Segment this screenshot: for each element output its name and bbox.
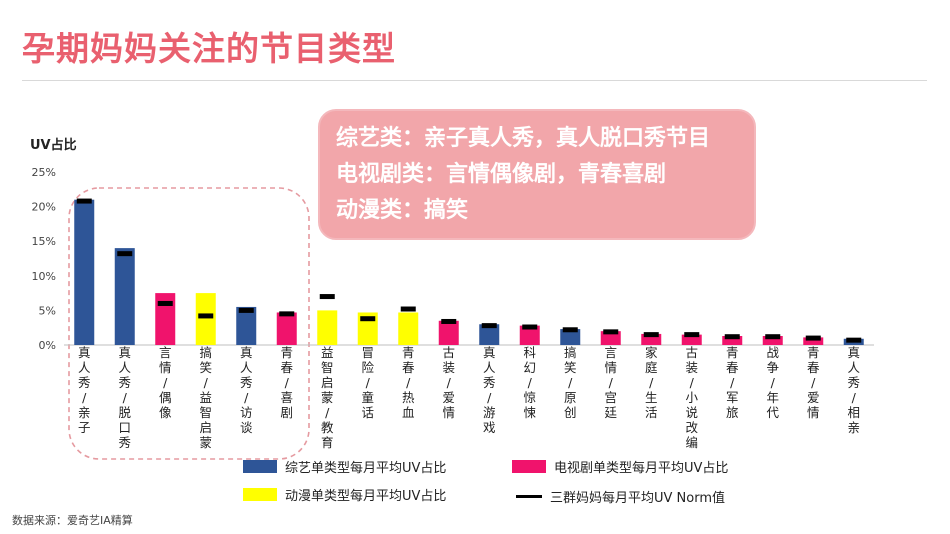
y-tick-label: 5% [39,304,56,317]
legend-label-tv: 电视剧单类型每月平均UV占比 [554,461,729,476]
legend-item-norm: 三群妈妈每月平均UV Norm值 [512,487,725,506]
callout-line-tv: 电视剧类：言情偶像剧，青春喜剧 [336,162,667,187]
bar [681,334,702,345]
norm-marker [846,337,862,343]
title-divider [22,80,927,81]
bar [641,333,662,345]
norm-marker [643,332,659,338]
norm-marker [76,198,92,204]
legend-swatch-norm [516,495,542,498]
x-tick-label: 益智启蒙/教育 [321,345,334,450]
bar [155,293,176,345]
bar [803,337,824,345]
bar [74,199,95,345]
norm-marker [562,327,578,333]
bar [398,312,419,345]
x-tick-label: 青春/喜剧 [280,345,293,420]
x-tick-label: 冒险/童话 [361,345,374,420]
legend-label-variety: 综艺单类型每月平均UV占比 [285,461,447,476]
x-tick-label: 青春/爱情 [807,345,820,420]
norm-marker [481,323,497,329]
bar [276,312,297,345]
bar [114,248,135,345]
bar [479,324,500,345]
page-title: 孕期妈妈关注的节目类型 [22,29,396,68]
x-tick-label: 真人秀/相亲 [847,345,860,435]
y-tick-label: 10% [32,270,56,283]
norm-marker [400,306,416,312]
bar [438,320,459,345]
norm-marker [441,318,457,324]
x-tick-label: 家庭/生活 [645,345,658,420]
x-tick-label: 战争/年代 [766,345,779,420]
norm-marker [765,334,781,340]
legend-swatch-variety [243,460,277,473]
norm-marker [603,329,619,335]
x-tick-label: 青春/军旅 [726,345,739,420]
bar [317,310,338,345]
bar [560,329,581,345]
y-tick-label: 0% [39,339,56,352]
y-tick-label: 15% [32,235,56,248]
norm-marker [684,332,700,338]
x-tick-label: 科幻/惊悚 [523,345,536,420]
x-tick-label: 言情/偶像 [159,345,172,420]
legend-label-anime: 动漫单类型每月平均UV占比 [285,489,447,504]
norm-marker [238,307,254,313]
bar [600,331,621,345]
norm-marker [117,251,133,257]
x-tick-label: 古装/小说改编 [685,345,698,450]
norm-marker [522,324,538,330]
callout-box: 综艺类：亲子真人秀，真人脱口秀节目 电视剧类：言情偶像剧，青春喜剧 动漫类：搞笑 [318,109,756,240]
legend-item-tv: 电视剧单类型每月平均UV占比 [512,457,728,476]
y-tick-label: 20% [32,201,56,214]
x-tick-label: 青春/热血 [402,345,415,420]
callout-line-variety: 综艺类：亲子真人秀，真人脱口秀节目 [336,126,711,151]
norm-marker [724,334,740,340]
y-tick-label: 25% [32,166,56,179]
x-tick-label: 真人秀/脱口秀 [118,345,131,450]
x-tick-label: 言情/宫廷 [604,345,617,420]
x-tick-label: 真人秀/访谈 [240,345,253,435]
x-tick-label: 搞笑/益智启蒙 [199,345,212,450]
bar [762,336,783,345]
y-axis-label: UV占比 [30,138,77,153]
norm-marker [360,316,376,322]
norm-marker [198,313,214,319]
callout-line-anime: 动漫类：搞笑 [336,198,469,223]
norm-marker [279,311,295,317]
highlight-box [68,187,310,460]
bar [519,325,540,345]
bar [195,293,216,345]
x-tick-label: 古装/爱情 [442,345,455,420]
legend-swatch-anime [243,488,277,501]
legend-item-anime: 动漫单类型每月平均UV占比 [243,485,446,504]
x-tick-label: 搞笑/原创 [564,345,577,420]
data-source-note: 数据来源：爱奇艺IA精算 [12,514,133,527]
norm-marker [157,300,173,306]
legend-swatch-tv [512,460,546,473]
bar [722,336,743,345]
legend-label-norm: 三群妈妈每月平均UV Norm值 [550,491,725,506]
x-tick-label: 真人秀/亲子 [78,345,91,435]
norm-marker [805,335,821,341]
norm-marker [319,294,335,300]
bar [236,306,257,345]
x-tick-label: 真人秀/游戏 [483,345,496,435]
legend-item-variety: 综艺单类型每月平均UV占比 [243,457,446,476]
